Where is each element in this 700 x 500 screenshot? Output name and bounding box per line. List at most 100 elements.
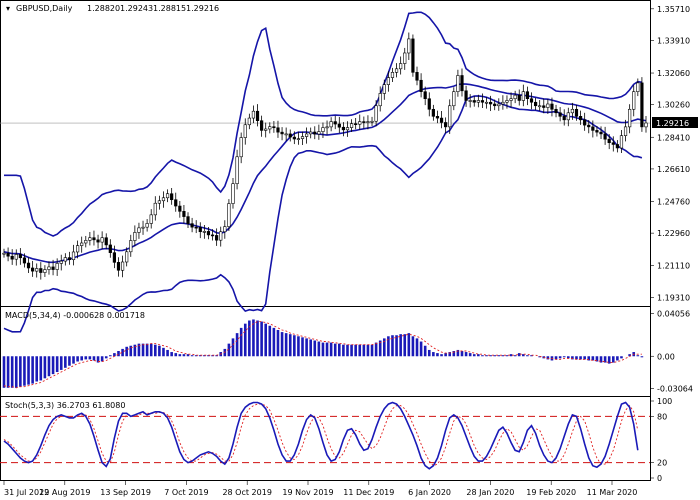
time-tick-label: 11 Mar 2020 bbox=[587, 488, 638, 497]
candle-body bbox=[562, 116, 566, 121]
candle-body bbox=[292, 136, 296, 140]
candle-body bbox=[96, 239, 100, 243]
candle-body bbox=[88, 237, 92, 241]
stoch-signal-line bbox=[3, 403, 639, 467]
candle-body bbox=[411, 38, 415, 73]
candle-body bbox=[509, 98, 513, 101]
candle-body bbox=[439, 117, 444, 123]
price-candles bbox=[2, 32, 648, 280]
price-axis: 1.35710 1.33910 1.32060 1.30260 1.28410 1.266… bbox=[650, 5, 690, 302]
stoch-tick-label: 80 bbox=[657, 412, 667, 421]
candle-body bbox=[636, 82, 640, 92]
candle-body bbox=[542, 105, 546, 108]
candle-body bbox=[255, 110, 260, 122]
candle-body bbox=[206, 231, 211, 236]
candle-body bbox=[403, 52, 407, 64]
candle-body bbox=[325, 126, 329, 129]
candle-body bbox=[619, 135, 624, 149]
candle-body bbox=[18, 254, 22, 259]
time-tick-label: 19 Feb 2020 bbox=[526, 488, 576, 497]
candle-body bbox=[296, 138, 301, 140]
time-tick-label: 11 Dec 2019 bbox=[343, 488, 394, 497]
price-tick-label: 1.35710 bbox=[657, 5, 690, 14]
candle-body bbox=[133, 232, 137, 241]
candle-body bbox=[550, 103, 554, 110]
candle-body bbox=[182, 211, 186, 217]
candle-body bbox=[31, 267, 35, 272]
candle-body bbox=[599, 131, 603, 135]
bollinger-upper-line bbox=[4, 11, 642, 237]
candle-body bbox=[223, 226, 227, 233]
candle-body bbox=[108, 244, 112, 253]
macd-title: MACD(5,34,4) -0.000628 0.001718 bbox=[5, 311, 145, 320]
candle-body bbox=[260, 120, 264, 131]
candle-body bbox=[603, 133, 607, 140]
candle-body bbox=[39, 268, 43, 273]
candle-body bbox=[43, 269, 47, 273]
candle-body bbox=[186, 216, 190, 224]
stoch-tick-label: 0 bbox=[657, 474, 662, 483]
candle-body bbox=[623, 126, 628, 136]
candle-body bbox=[386, 77, 390, 85]
candle-body bbox=[288, 133, 292, 138]
time-tick-label: 31 Jul 2019 bbox=[4, 488, 49, 497]
candle-body bbox=[394, 68, 399, 73]
candle-body bbox=[309, 131, 313, 135]
candle-body bbox=[435, 116, 440, 119]
candle-body bbox=[35, 268, 39, 272]
candle-body bbox=[141, 226, 145, 229]
candle-body bbox=[341, 126, 346, 131]
candle-body bbox=[644, 122, 648, 128]
ohlc-high: 1.29243 bbox=[120, 4, 153, 13]
candle-body bbox=[76, 245, 80, 253]
candle-body bbox=[26, 262, 31, 269]
candle-body bbox=[227, 203, 231, 227]
bollinger-bands bbox=[3, 11, 647, 333]
candle-body bbox=[231, 183, 235, 204]
macd-tick-label: -0.03064 bbox=[657, 384, 693, 393]
candle-body bbox=[202, 231, 206, 233]
candle-body bbox=[493, 103, 497, 107]
candle-body bbox=[6, 252, 10, 257]
symbol-icon: ▾ bbox=[6, 4, 10, 13]
candle-body bbox=[194, 226, 198, 229]
candle-body bbox=[239, 137, 243, 158]
candle-body bbox=[578, 116, 583, 121]
candle-body bbox=[497, 103, 501, 107]
candle-body bbox=[611, 142, 615, 145]
candle-body bbox=[374, 105, 378, 122]
candle-body bbox=[345, 127, 350, 131]
bollinger-lower-line bbox=[3, 95, 643, 333]
candle-body bbox=[632, 91, 636, 110]
time-tick-label: 19 Nov 2019 bbox=[282, 488, 333, 497]
candle-body bbox=[22, 257, 27, 264]
candle-body bbox=[460, 75, 464, 92]
candle-body bbox=[628, 108, 632, 128]
candle-body bbox=[354, 123, 358, 126]
candle-body bbox=[67, 257, 72, 261]
candle-body bbox=[476, 100, 480, 103]
candle-body bbox=[145, 223, 149, 228]
candle-body bbox=[333, 121, 337, 125]
candle-body bbox=[104, 237, 108, 246]
candle-body bbox=[63, 257, 67, 262]
candle-body bbox=[480, 100, 485, 103]
time-tick-label: 7 Oct 2019 bbox=[164, 488, 208, 497]
stoch-main-line bbox=[3, 401, 639, 470]
ohlc-close: 1.29216 bbox=[186, 4, 219, 13]
candle-body bbox=[452, 91, 456, 107]
candle-body bbox=[366, 121, 370, 123]
candle-body bbox=[280, 131, 284, 135]
candle-body bbox=[235, 156, 239, 185]
ohlc-open: 1.28820 bbox=[87, 4, 120, 13]
candle-body bbox=[640, 82, 644, 128]
ohlc-low: 1.28815 bbox=[153, 4, 186, 13]
candle-body bbox=[112, 252, 117, 263]
candle-body bbox=[55, 263, 59, 270]
candle-body bbox=[153, 202, 157, 216]
candle-body bbox=[513, 94, 517, 100]
candle-body bbox=[157, 200, 161, 204]
candle-body bbox=[313, 131, 317, 135]
candle-body bbox=[370, 120, 374, 123]
